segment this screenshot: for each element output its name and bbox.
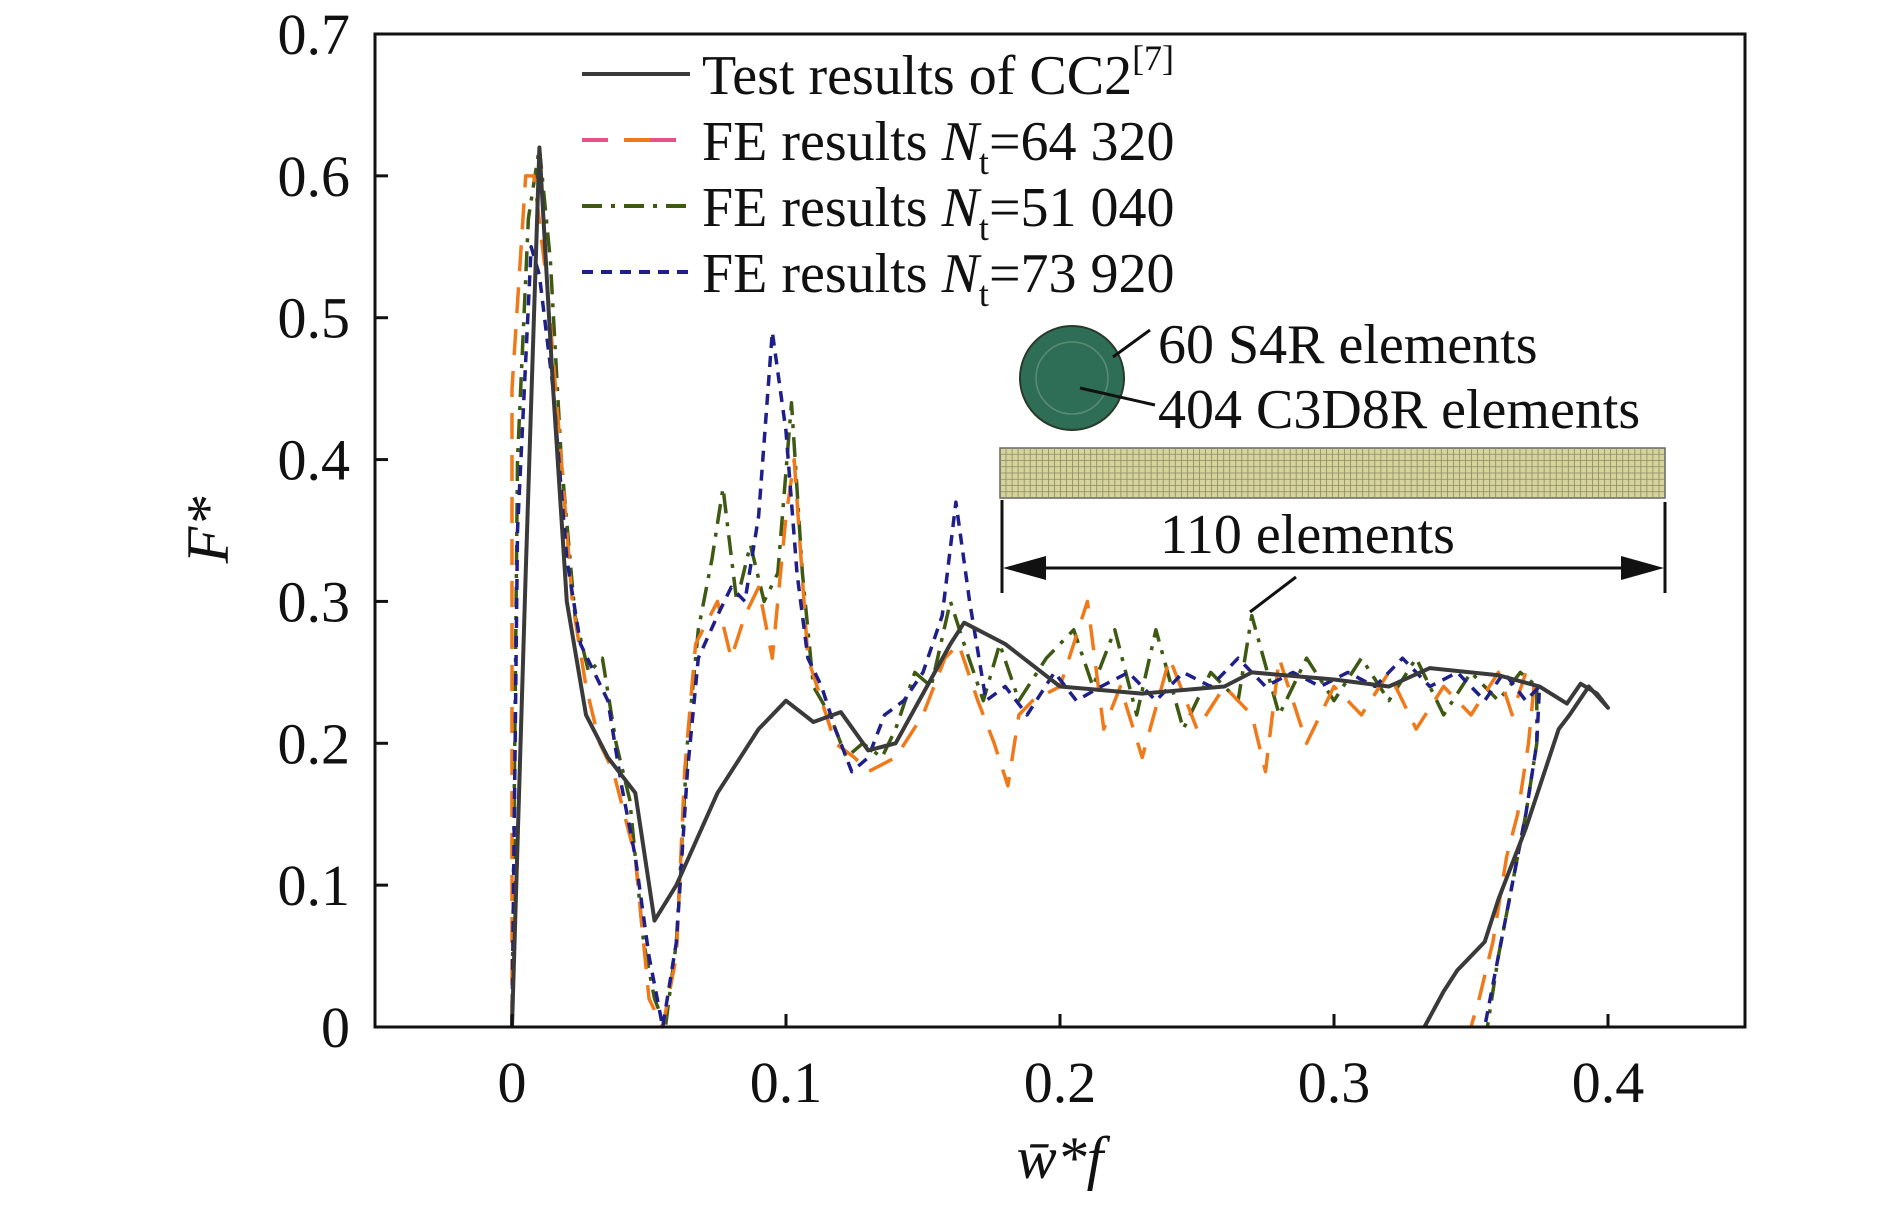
ticks-layer: 0 0.1 0.2 0.3 0.4 0 0.1 0.2 0.3 0.4 0.5 0.6 0.7 bbox=[278, 2, 1645, 1115]
legend: Test results of CC2[7] FE results Nt=64 … bbox=[582, 38, 1175, 314]
y-axis-title: F* bbox=[175, 497, 241, 565]
c3d8r-label: 404 C3D8R elements bbox=[1158, 379, 1640, 441]
span-label: 110 elements bbox=[1160, 504, 1455, 566]
y-tick-label: 0.5 bbox=[278, 286, 351, 351]
c3d8r-leader bbox=[1079, 386, 1156, 407]
s4r-leader bbox=[1112, 328, 1151, 359]
y-tick-label: 0.6 bbox=[278, 144, 351, 209]
s4r-label: 60 S4R elements bbox=[1158, 314, 1538, 376]
series-layer bbox=[510, 145, 1610, 1029]
y-tick-label: 0.4 bbox=[278, 428, 351, 493]
series-line-1 bbox=[510, 174, 1536, 1029]
x-tick-label: 0.2 bbox=[1024, 1050, 1097, 1115]
dimension-arrow-right bbox=[1621, 556, 1664, 580]
y-tick-label: 0.7 bbox=[278, 2, 351, 67]
span-leader bbox=[1249, 575, 1297, 614]
legend-label-73920: FE results Nt=73 920 bbox=[702, 243, 1175, 314]
legend-label-test: Test results of CC2[7] bbox=[702, 38, 1174, 107]
legend-label-64320: FE results Nt=64 320 bbox=[702, 111, 1175, 182]
y-tick-label: 0.2 bbox=[278, 711, 351, 776]
beam-cross-section bbox=[1019, 325, 1125, 431]
x-tick-label: 0.1 bbox=[750, 1050, 823, 1115]
y-tick-label: 0.3 bbox=[278, 569, 351, 634]
y-tick-label: 0.1 bbox=[278, 853, 351, 918]
x-axis-title: w̄*f bbox=[1017, 1125, 1111, 1191]
series-line-0 bbox=[510, 145, 1610, 1028]
mesh-inset: 60 S4R elements 404 C3D8R elements 110 e… bbox=[999, 314, 1667, 614]
legend-label-51040: FE results Nt=51 040 bbox=[702, 177, 1175, 248]
x-tick-label: 0.3 bbox=[1298, 1050, 1371, 1115]
x-tick-label: 0 bbox=[498, 1050, 527, 1115]
dimension-arrow-left bbox=[1003, 556, 1046, 580]
y-tick-label: 0 bbox=[321, 995, 350, 1060]
cross-section-inner-ring bbox=[1035, 341, 1109, 415]
beam-mesh-gridlines bbox=[1000, 448, 1665, 498]
x-tick-label: 0.4 bbox=[1572, 1050, 1645, 1115]
